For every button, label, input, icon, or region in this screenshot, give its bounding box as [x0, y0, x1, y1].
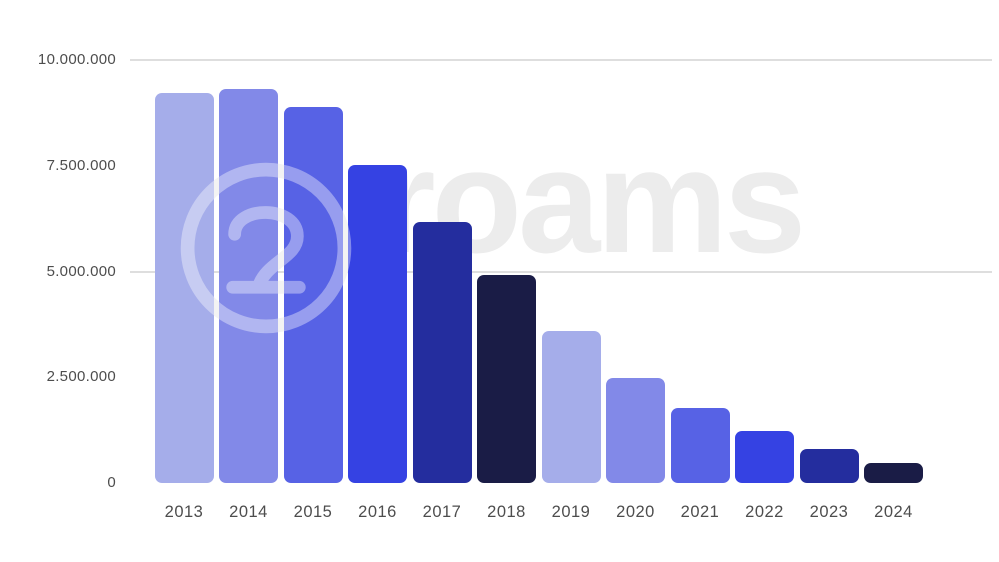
- x-axis-label-2023: 2023: [809, 503, 849, 521]
- bar-2022: [735, 431, 794, 483]
- bar-2014: [219, 89, 278, 483]
- x-axis-label-2024: 2024: [874, 503, 913, 521]
- x-axis-label-2015: 2015: [293, 503, 333, 521]
- bar-2021: [670, 408, 730, 483]
- bar-2013: [154, 93, 214, 483]
- gridline-5000000: [130, 270, 992, 273]
- x-axis-label-2020: 2020: [616, 503, 655, 521]
- x-axis-label-2022: 2022: [745, 503, 784, 521]
- y-axis-tick-label: 7.500.000: [46, 156, 116, 174]
- bar-2020: [606, 378, 665, 483]
- x-axis-label-2021: 2021: [680, 503, 720, 521]
- bar-2024: [864, 463, 923, 483]
- x-axis-label-2014: 2014: [229, 503, 268, 521]
- bar-2017: [412, 222, 472, 483]
- x-axis-label-2018: 2018: [487, 503, 526, 521]
- bar-2023: [799, 449, 859, 483]
- x-axis-label-2013: 2013: [164, 503, 204, 521]
- y-axis-tick-label: 5.000.000: [46, 262, 116, 280]
- x-axis-label-2016: 2016: [358, 503, 397, 521]
- gridline-10000000: [130, 59, 992, 61]
- roams-circle-logo-overlay-icon: [180, 162, 352, 334]
- x-axis-label-2017: 2017: [422, 503, 462, 521]
- y-axis-tick-label: 10.000.000: [37, 51, 116, 68]
- bar-2015: [283, 107, 343, 483]
- bar-2019: [541, 331, 601, 483]
- y-axis-tick-label: 2.500.000: [46, 368, 116, 386]
- x-axis-label-2019: 2019: [551, 503, 591, 521]
- bar-2018: [477, 275, 536, 483]
- bar-2016: [348, 165, 407, 483]
- y-axis-tick-label: 0: [107, 474, 116, 491]
